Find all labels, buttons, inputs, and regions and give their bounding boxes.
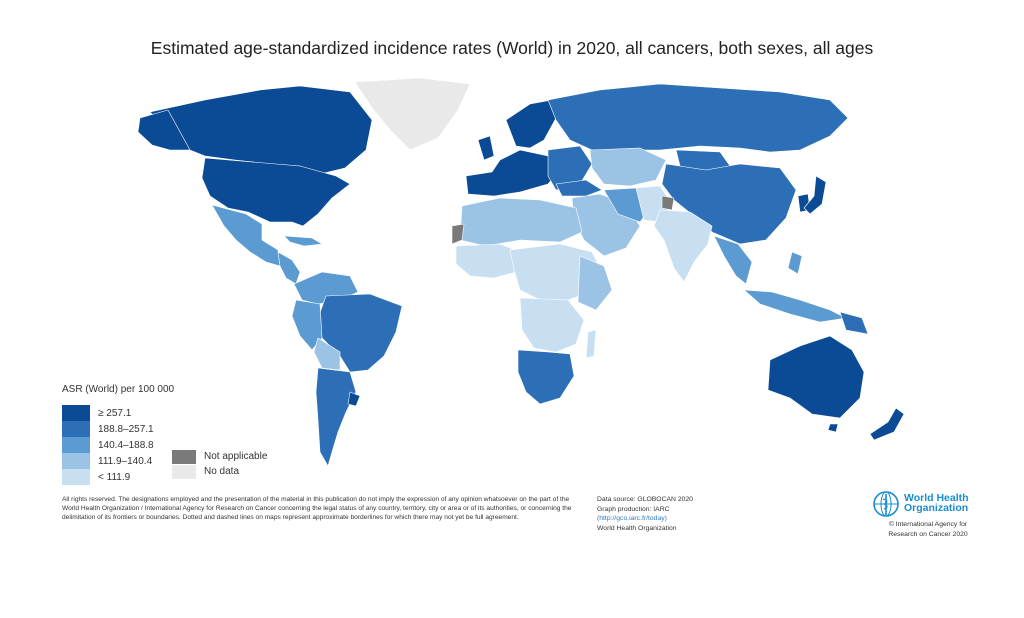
legend-item: < 111.9 xyxy=(62,469,154,485)
who-name-line1: World Health xyxy=(904,492,969,504)
legend-label: 140.4–188.8 xyxy=(98,439,154,451)
region-north-africa xyxy=(459,197,583,247)
region-bolivia xyxy=(313,337,341,371)
region-central-asia xyxy=(589,147,667,187)
region-uruguay xyxy=(347,391,361,407)
disclaimer-text: All rights reserved. The designations em… xyxy=(62,496,572,521)
region-india xyxy=(653,209,713,283)
region-southern-africa xyxy=(517,349,575,405)
who-emblem-icon xyxy=(873,491,899,517)
region-png xyxy=(839,311,869,335)
region-southeast-asia xyxy=(713,235,753,285)
region-australia xyxy=(767,335,865,419)
source-link[interactable]: (http://gco.iarc.fr/today) xyxy=(597,515,667,522)
legend-swatch xyxy=(62,453,90,469)
legend-item: Not applicable xyxy=(172,449,267,464)
region-china xyxy=(661,163,797,245)
legend-item: No data xyxy=(172,464,267,479)
region-russia xyxy=(547,83,849,153)
region-japan xyxy=(803,175,827,215)
region-kashmir-na xyxy=(661,195,675,211)
region-scandinavia xyxy=(505,99,557,149)
region-usa xyxy=(201,157,351,227)
legend-label: ≥ 257.1 xyxy=(98,407,132,419)
copyright-line2: Research on Cancer 2020 xyxy=(888,530,968,538)
legend-item: 111.9–140.4 xyxy=(62,453,154,469)
legend-item: ≥ 257.1 xyxy=(62,405,154,421)
region-southern-central-africa xyxy=(519,297,585,353)
source-data-line: Data source: GLOBOCAN 2020 xyxy=(597,496,693,503)
region-western-europe xyxy=(465,149,561,197)
legend-label: 188.8–257.1 xyxy=(98,423,154,435)
region-indonesia xyxy=(743,289,847,323)
legend-label: Not applicable xyxy=(204,451,268,462)
region-philippines xyxy=(787,251,803,275)
legend-label: 111.9–140.4 xyxy=(98,455,153,467)
world-choropleth-map xyxy=(137,77,905,467)
legend-swatch xyxy=(62,421,90,437)
who-name: World Health Organization xyxy=(904,492,969,514)
region-uk xyxy=(477,135,495,161)
source-org-line: World Health Organization xyxy=(597,524,677,532)
region-tasmania xyxy=(827,423,839,433)
region-central-america xyxy=(277,251,301,285)
source-block: Data source: GLOBOCAN 2020 Graph product… xyxy=(597,495,693,533)
region-east-africa xyxy=(577,255,613,311)
map-title: Estimated age-standardized incidence rat… xyxy=(150,38,874,58)
legend-swatch xyxy=(172,449,196,464)
region-greenland xyxy=(354,77,471,151)
legend-swatch xyxy=(172,464,196,479)
legend-swatch xyxy=(62,469,90,485)
legend-title: ASR (World) per 100 000 xyxy=(62,384,175,395)
legend: ≥ 257.1 188.8–257.1 140.4–188.8 111.9–14… xyxy=(62,405,154,485)
copyright-line1: © International Agency for xyxy=(888,521,968,528)
region-alaska xyxy=(137,109,191,151)
who-name-line2: Organization xyxy=(904,502,969,514)
region-west-africa xyxy=(455,243,521,279)
region-argentina xyxy=(315,367,357,467)
region-new-zealand xyxy=(869,407,905,441)
region-madagascar xyxy=(585,329,597,359)
legend-swatch xyxy=(62,405,90,421)
region-peru xyxy=(291,299,323,351)
legend-item: 140.4–188.8 xyxy=(62,437,154,453)
region-turkey xyxy=(555,179,603,197)
legend-extra: Not applicable No data xyxy=(172,449,267,479)
region-western-sahara-na xyxy=(451,223,465,245)
region-canada xyxy=(149,85,373,175)
legend-label: < 111.9 xyxy=(98,471,131,483)
legend-swatch xyxy=(62,437,90,453)
source-production-line: Graph production: IARC xyxy=(597,505,670,513)
legend-label: No data xyxy=(204,466,240,477)
region-caribbean xyxy=(283,235,323,247)
legend-item: 188.8–257.1 xyxy=(62,421,154,437)
copyright-text: © International Agency for Research on C… xyxy=(870,520,986,539)
